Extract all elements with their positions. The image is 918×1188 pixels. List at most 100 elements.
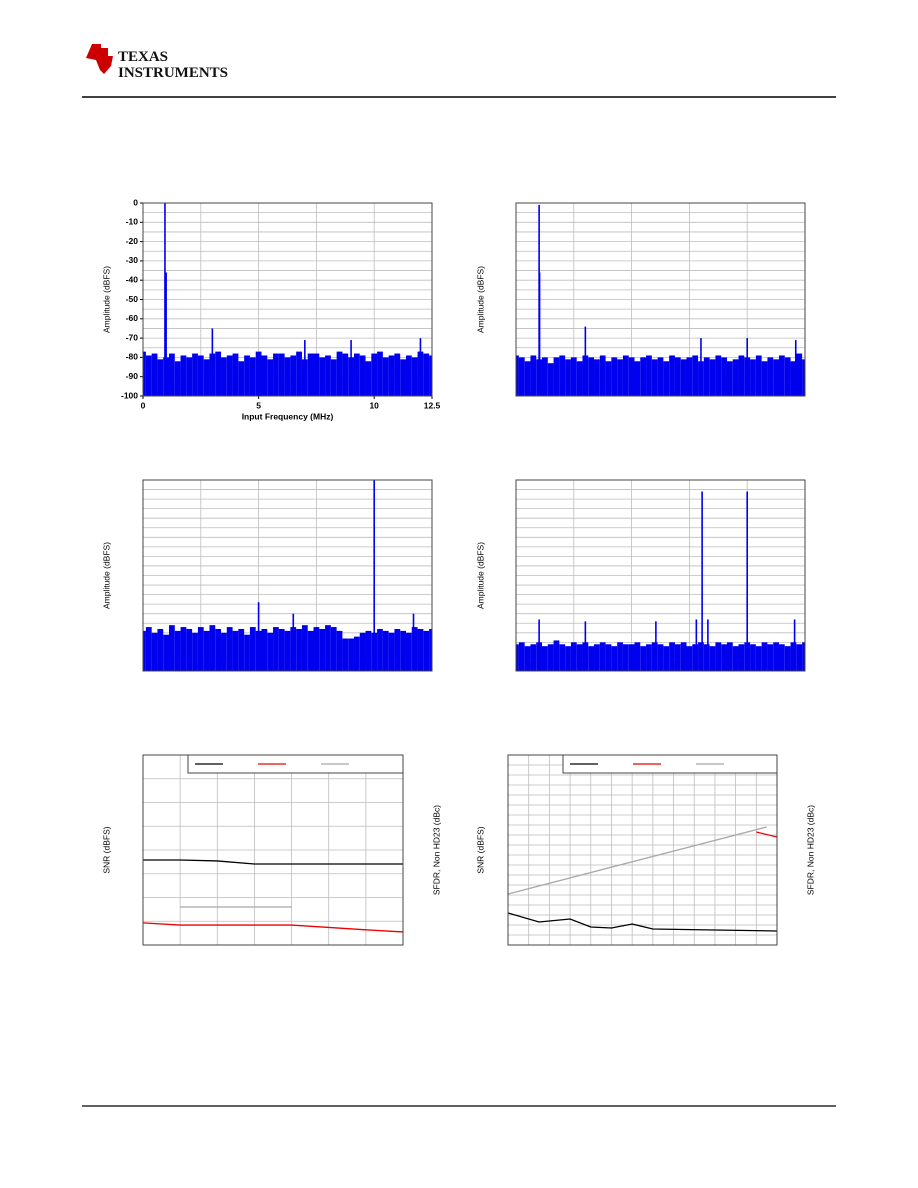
noise-bin bbox=[273, 627, 279, 671]
noise-bin bbox=[570, 357, 577, 396]
noise-bin bbox=[394, 353, 401, 396]
noise-bin bbox=[617, 359, 623, 396]
noise-bin bbox=[405, 632, 412, 671]
noise-bin bbox=[715, 355, 722, 396]
noise-bin bbox=[307, 630, 314, 671]
noise-bin bbox=[553, 640, 560, 671]
noise-bin bbox=[767, 644, 774, 671]
noise-bin bbox=[663, 646, 670, 671]
noise-bin bbox=[411, 357, 418, 396]
noise-bin bbox=[273, 353, 279, 396]
y-axis-label: SNR (dBFS) bbox=[101, 826, 111, 873]
noise-bin bbox=[377, 628, 383, 671]
chart: Amplitude (dBFS) bbox=[475, 202, 806, 397]
noise-bin bbox=[646, 355, 652, 396]
y-tick-label: -70 bbox=[126, 332, 139, 342]
noise-bin bbox=[698, 642, 704, 671]
noise-bin bbox=[157, 359, 164, 396]
noise-bin bbox=[192, 632, 198, 671]
noise-bin bbox=[524, 361, 531, 396]
noise-bin bbox=[232, 353, 239, 396]
noise-bin bbox=[726, 361, 733, 396]
noise-bin bbox=[680, 642, 687, 671]
noise-bin bbox=[348, 638, 354, 671]
noise-bin bbox=[709, 646, 716, 671]
noise-bin bbox=[576, 361, 583, 396]
noise-bin bbox=[622, 355, 629, 396]
noise-bin bbox=[267, 632, 274, 671]
noise-bin bbox=[802, 642, 805, 671]
noise-bin bbox=[750, 644, 756, 671]
noise-bin bbox=[570, 642, 577, 671]
noise-bin bbox=[180, 355, 187, 396]
noise-bin bbox=[330, 627, 337, 671]
noise-bin bbox=[174, 630, 181, 671]
noise-bin bbox=[377, 351, 383, 396]
noise-bin bbox=[284, 357, 291, 396]
noise-bin bbox=[203, 630, 210, 671]
series-line bbox=[507, 826, 767, 895]
chart: SNR (dBFS) SFDR, Non HD23 (dBc) bbox=[101, 754, 441, 946]
noise-bin bbox=[669, 642, 675, 671]
noise-bin bbox=[518, 642, 525, 671]
noise-bin bbox=[405, 355, 412, 396]
noise-bin bbox=[249, 357, 256, 396]
noise-bin bbox=[382, 357, 389, 396]
noise-bin bbox=[238, 361, 245, 396]
noise-bin bbox=[238, 628, 245, 671]
logo: TEXAS INSTRUMENTS bbox=[86, 44, 228, 81]
y-axis-label: SNR (dBFS) bbox=[475, 826, 485, 873]
noise-bin bbox=[605, 361, 612, 396]
y-tick-label: -90 bbox=[126, 371, 139, 381]
noise-bin bbox=[565, 646, 571, 671]
y-tick-label: -50 bbox=[126, 294, 139, 304]
noise-bin bbox=[784, 646, 791, 671]
noise-bin bbox=[232, 630, 239, 671]
noise-bin bbox=[221, 357, 227, 396]
noise-bin bbox=[784, 357, 791, 396]
noise-bin bbox=[371, 353, 378, 396]
noise-bin bbox=[325, 625, 331, 671]
noise-bin bbox=[663, 361, 670, 396]
noise-bin bbox=[640, 646, 647, 671]
noise-bin bbox=[261, 628, 268, 671]
y2-axis-label: SFDR, Non HD23 (dBc) bbox=[805, 805, 815, 895]
noise-bin bbox=[796, 644, 803, 671]
x-tick-label: 12.5 bbox=[424, 400, 441, 410]
y-tick-label: -100 bbox=[121, 390, 138, 400]
noise-bin bbox=[197, 627, 204, 671]
y-axis-label: Amplitude (dBFS) bbox=[475, 542, 485, 609]
noise-bin bbox=[157, 628, 164, 671]
series-line bbox=[143, 859, 403, 865]
noise-bin bbox=[163, 634, 170, 671]
y-tick-label: -20 bbox=[126, 236, 139, 246]
noise-bin bbox=[429, 355, 432, 396]
noise-bin bbox=[226, 627, 233, 671]
brand-line2: INSTRUMENTS bbox=[118, 65, 228, 81]
noise-bin bbox=[319, 357, 326, 396]
noise-bin bbox=[516, 644, 519, 671]
noise-bin bbox=[336, 351, 343, 396]
noise-bin bbox=[400, 359, 406, 396]
noise-bin bbox=[382, 630, 389, 671]
noise-bin bbox=[197, 355, 204, 396]
noise-bin bbox=[400, 630, 406, 671]
noise-bin bbox=[709, 359, 716, 396]
noise-bin bbox=[330, 359, 337, 396]
legend-box bbox=[187, 754, 404, 774]
noise-bin bbox=[634, 361, 641, 396]
noise-bin bbox=[767, 357, 774, 396]
noise-bin bbox=[738, 355, 745, 396]
series-line bbox=[756, 831, 778, 838]
noise-bin bbox=[674, 357, 681, 396]
noise-bin bbox=[796, 353, 803, 396]
noise-bin bbox=[342, 353, 349, 396]
noise-bin bbox=[296, 351, 302, 396]
noise-bin bbox=[342, 638, 349, 671]
noise-bin bbox=[145, 627, 152, 671]
x-tick-label: 10 bbox=[369, 400, 379, 410]
noise-bin bbox=[411, 627, 418, 671]
chart: Amplitude (dBFS) bbox=[475, 479, 806, 672]
series-line bbox=[507, 912, 778, 932]
noise-bin bbox=[553, 357, 560, 396]
